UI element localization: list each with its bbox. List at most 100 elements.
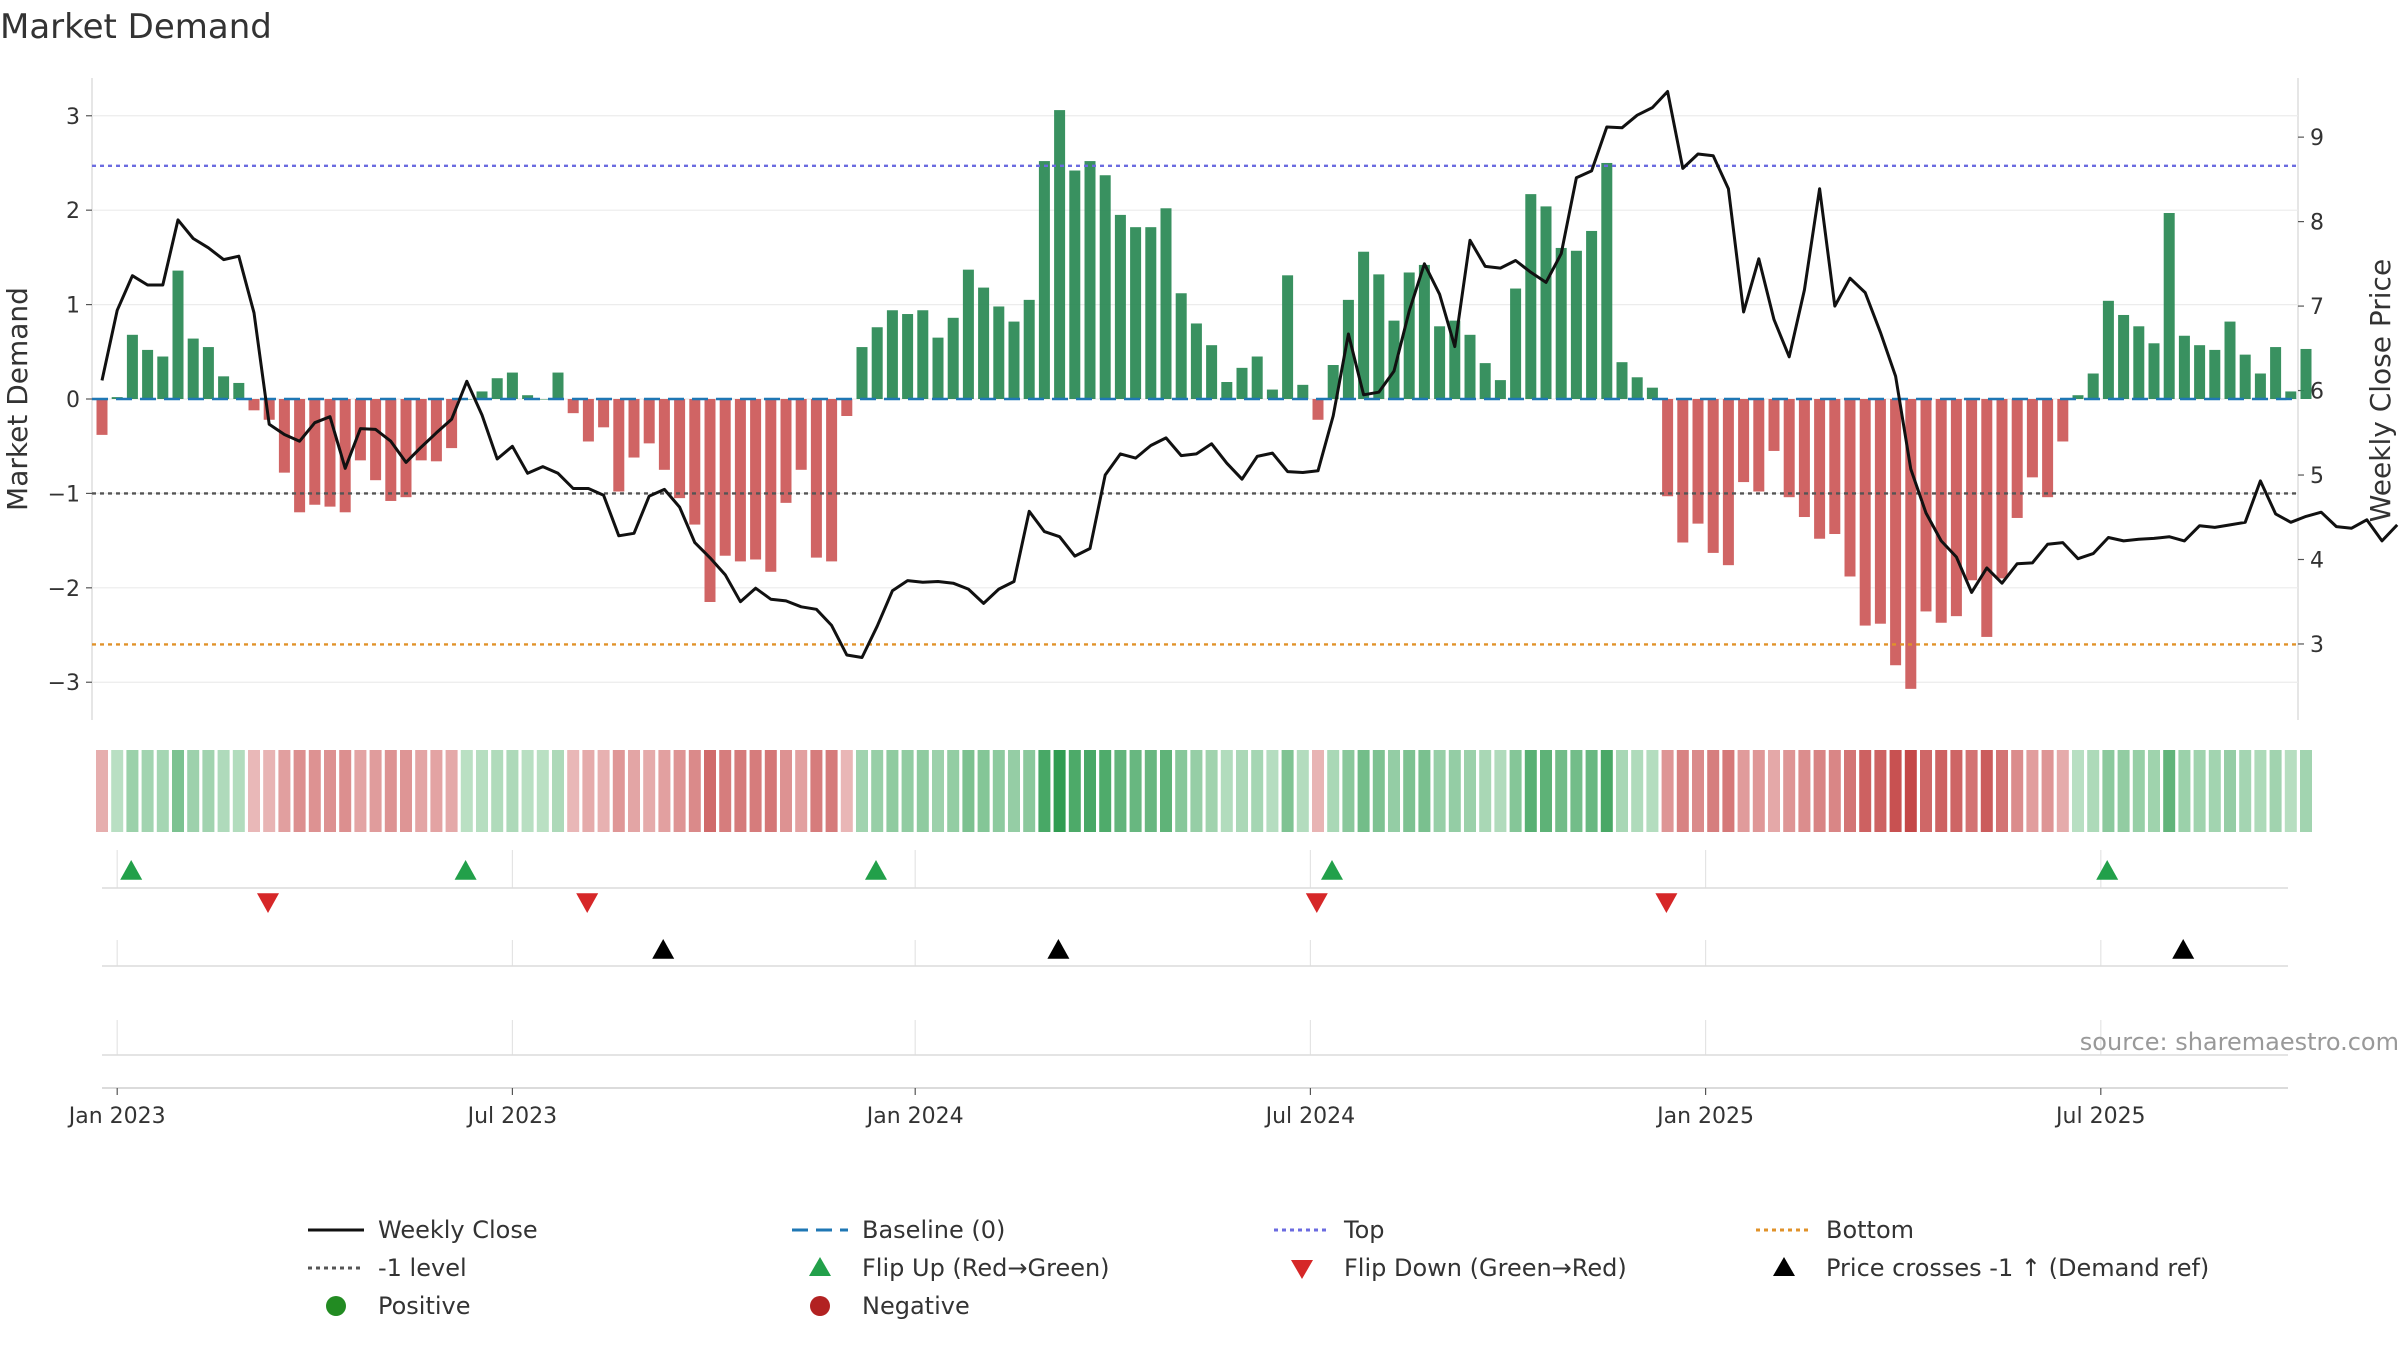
demand-bar	[1403, 272, 1415, 399]
heat-strip-cell	[992, 750, 1005, 832]
heat-strip-cell	[1768, 750, 1780, 832]
y-tick-label: 1	[66, 294, 80, 319]
heat-strip-cell	[1448, 750, 1461, 832]
x-tick-label: Jan 2023	[67, 1104, 166, 1129]
demand-bar	[1327, 365, 1339, 399]
demand-bar	[2254, 373, 2266, 399]
heat-strip-cell	[1540, 750, 1552, 832]
x-axis-ticks: Jan 2023 Jul 2023 Jan 2024 Jul 2024 Jan 2025…	[67, 1088, 2146, 1129]
demand-bar	[734, 399, 746, 562]
price-axis-ticks: 3 4 5 6 7 8 9	[2298, 126, 2324, 658]
legend-label: Flip Up (Red→Green)	[862, 1254, 1110, 1282]
demand-bar	[1114, 214, 1126, 399]
demand-bar	[263, 399, 275, 420]
demand-bar	[1266, 389, 1278, 399]
demand-bar	[1282, 275, 1294, 399]
demand-bar	[248, 399, 260, 411]
flip-down-marker	[1305, 893, 1328, 913]
heat-strip-cell	[217, 750, 230, 832]
x-tick-label: Jan 2025	[1655, 1104, 1754, 1129]
heat-strip-cell	[749, 750, 762, 832]
legend-item: Bottom	[1754, 1212, 1914, 1248]
source-text: source: sharemaestro.com	[2080, 1028, 2399, 1056]
demand-bar	[1738, 399, 1750, 483]
heat-strip-cell	[1296, 750, 1309, 832]
demand-bar	[1996, 399, 2008, 579]
heat-strip-cell	[1616, 750, 1628, 832]
demand-bar	[1160, 208, 1172, 399]
heat-strip-cell	[1661, 750, 1674, 832]
y2-tick-label: 6	[2310, 380, 2324, 405]
heat-strip-cell	[1312, 750, 1324, 832]
heat-strip-cell	[1205, 750, 1218, 832]
heat-strip-cell	[293, 750, 306, 832]
demand-bar	[400, 399, 412, 498]
heat-strip-cell	[1464, 750, 1476, 832]
heat-strip-cell	[1874, 750, 1887, 832]
heat-strip-cell	[856, 750, 868, 832]
heat-strip-cell	[704, 750, 716, 832]
heat-strip-cell	[1980, 750, 1993, 832]
demand-bar	[1540, 206, 1552, 399]
x-tick-label: Jul 2023	[466, 1104, 558, 1129]
x-tick-label: Jan 2024	[865, 1104, 964, 1129]
heat-strip-cell	[1129, 750, 1142, 832]
demand-bar	[719, 399, 731, 556]
chart-title: Market Demand	[0, 7, 272, 47]
heat-strip-cell	[1752, 750, 1765, 832]
heat-strip-cell	[1266, 750, 1279, 832]
demand-bar	[522, 395, 534, 399]
flip-up-marker	[454, 860, 477, 880]
y-axis-label: Market Demand	[1, 287, 34, 511]
heat-strip-cell	[1935, 750, 1948, 832]
heat-strip-cell	[1828, 750, 1841, 832]
demand-bar	[1707, 399, 1719, 553]
demand-bar	[689, 399, 701, 525]
heat-strip-cell	[582, 750, 595, 832]
demand-bar	[1844, 399, 1856, 577]
heat-strip-cell	[2117, 750, 2130, 832]
heat-strip-cell	[1676, 750, 1689, 832]
heat-strip-cell	[1737, 750, 1750, 832]
demand-bar	[1023, 299, 1035, 399]
heat-strip-cell	[901, 750, 914, 832]
heat-strip-cell	[476, 750, 488, 832]
heat-strip-cell	[263, 750, 276, 832]
heat-strip-cell	[1327, 750, 1340, 832]
heat-strip-cell	[384, 750, 397, 832]
legend-symbol-triangle-up-green	[790, 1250, 850, 1286]
demand-bar	[932, 337, 944, 399]
legend-symbol-triangle-up-black	[1754, 1250, 1814, 1286]
demand-bar	[1981, 399, 1993, 637]
demand-bar	[1069, 170, 1081, 399]
heat-strip-cell	[2056, 750, 2069, 832]
demand-bar	[415, 399, 427, 461]
heat-strip-cell	[2041, 750, 2054, 832]
heat-strip-cell	[2193, 750, 2206, 832]
heat-strip-cell	[658, 750, 671, 832]
demand-bar	[2148, 343, 2160, 399]
demand-bar	[1692, 399, 1704, 524]
demand-bar	[2133, 326, 2145, 399]
heat-strip-cell	[1220, 750, 1233, 832]
heat-strip-cell	[96, 750, 108, 832]
heat-strip-cell	[795, 750, 808, 832]
demand-bar	[1677, 399, 1689, 543]
demand-bar	[1646, 387, 1658, 399]
heat-strip-cell	[2269, 750, 2282, 832]
heat-strip-cell	[1707, 750, 1720, 832]
demand-bar	[750, 399, 762, 560]
y2-tick-label: 9	[2310, 126, 2324, 151]
demand-bar	[2042, 399, 2054, 498]
heat-strip-cell	[552, 750, 564, 832]
demand-bar	[826, 399, 838, 562]
heat-strip-cell	[460, 750, 473, 832]
chart-legend: Weekly Close Baseline (0) Top Bottom -1 leve…	[306, 1212, 2306, 1332]
heat-strip-cell	[141, 750, 154, 832]
heat-strip-cell	[1251, 750, 1264, 832]
heat-strip-cell	[156, 750, 169, 832]
weekly-close-line	[100, 90, 2399, 659]
demand-bar	[1631, 377, 1643, 399]
demand-bar	[674, 399, 686, 499]
demand-bar	[628, 399, 640, 458]
